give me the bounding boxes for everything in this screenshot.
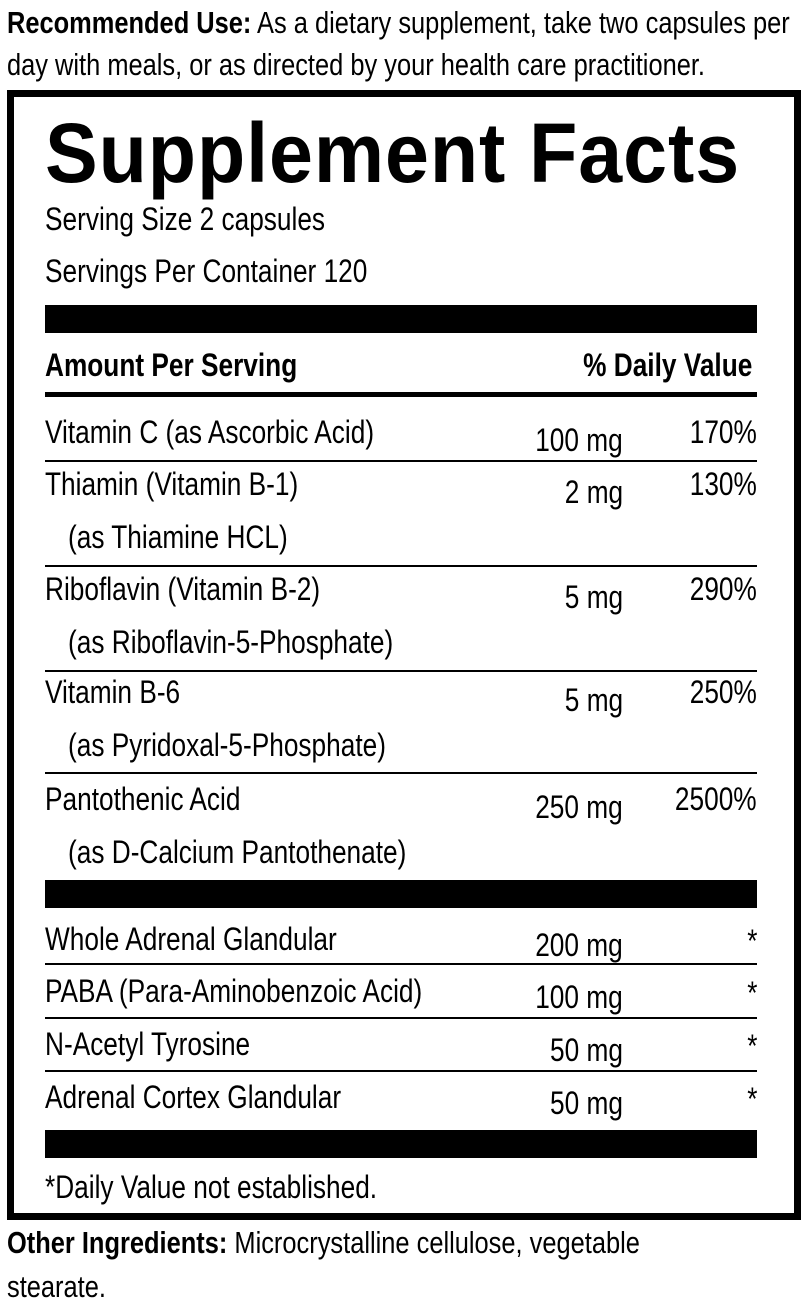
nutrient-daily-value: 2500% xyxy=(675,781,757,817)
row-divider xyxy=(45,1070,757,1072)
nutrient-daily-value: 130% xyxy=(689,466,757,502)
other-ingredients: Other Ingredients: Microcrystalline cell… xyxy=(7,1224,640,1262)
row-divider xyxy=(45,963,757,965)
recommended-use-line2: day with meals, or as directed by your h… xyxy=(7,47,705,82)
nutrient-daily-value: 290% xyxy=(689,571,757,607)
nutrient-name: Vitamin C (as Ascorbic Acid) xyxy=(45,414,375,450)
divider-bar xyxy=(45,305,757,333)
row-divider xyxy=(45,460,757,462)
nutrient-source: (as Pyridoxal-5-Phosphate) xyxy=(68,727,386,763)
other-ingredients-text: Microcrystalline cellulose, vegetable xyxy=(227,1225,640,1260)
recommended-use: Recommended Use: As a dietary supplement… xyxy=(7,4,790,42)
other-ingredients-line2: stearate. xyxy=(7,1269,106,1304)
row-divider xyxy=(45,1017,757,1019)
nutrient-amount: 250 mg xyxy=(535,789,623,825)
ingredient-name: Whole Adrenal Glandular xyxy=(45,921,337,957)
nutrient-source: (as Thiamine HCL) xyxy=(68,519,288,555)
row-divider xyxy=(45,565,757,567)
amount-per-serving-header: Amount Per Serving xyxy=(45,347,298,383)
daily-value-header: % Daily Value xyxy=(582,347,752,383)
nutrient-amount: 5 mg xyxy=(564,579,623,615)
nutrient-daily-value: 250% xyxy=(689,674,757,710)
nutrient-name: Vitamin B-6 xyxy=(45,674,181,710)
nutrient-amount: 5 mg xyxy=(564,682,623,718)
nutrient-amount: 2 mg xyxy=(564,474,623,510)
ingredient-amount: 100 mg xyxy=(535,979,623,1015)
ingredient-daily-value: * xyxy=(746,1028,757,1064)
servings-per-container: Servings Per Container 120 xyxy=(45,253,368,289)
other-ingredients-label: Other Ingredients: xyxy=(7,1225,228,1260)
nutrient-name: Thiamin (Vitamin B-1) xyxy=(45,466,299,502)
serving-size: Serving Size 2 capsules xyxy=(45,201,326,237)
nutrient-name: Riboflavin (Vitamin B-2) xyxy=(45,571,321,607)
divider-bar xyxy=(45,1130,757,1158)
ingredient-amount: 50 mg xyxy=(550,1032,623,1068)
ingredient-daily-value: * xyxy=(746,975,757,1011)
recommended-use-text: As a dietary supplement, take two capsul… xyxy=(251,5,790,40)
nutrient-source: (as D-Calcium Pantothenate) xyxy=(68,834,407,870)
header-divider xyxy=(45,392,757,397)
ingredient-daily-value: * xyxy=(746,923,757,959)
ingredient-daily-value: * xyxy=(746,1081,757,1117)
supplement-facts-panel xyxy=(7,90,801,1220)
panel-title: Supplement Facts xyxy=(45,106,741,200)
nutrient-source: (as Riboflavin-5-Phosphate) xyxy=(68,624,394,660)
divider-bar xyxy=(45,880,757,908)
nutrient-amount: 100 mg xyxy=(535,422,623,458)
recommended-use-label: Recommended Use: xyxy=(7,5,252,40)
footnote: *Daily Value not established. xyxy=(45,1169,378,1205)
ingredient-name: N-Acetyl Tyrosine xyxy=(45,1026,251,1062)
ingredient-name: PABA (Para-Aminobenzoic Acid) xyxy=(45,973,423,1009)
nutrient-daily-value: 170% xyxy=(689,414,757,450)
nutrient-name: Pantothenic Acid xyxy=(45,781,241,817)
ingredient-amount: 200 mg xyxy=(535,927,623,963)
row-divider xyxy=(45,772,757,774)
ingredient-name: Adrenal Cortex Glandular xyxy=(45,1079,342,1115)
ingredient-amount: 50 mg xyxy=(550,1085,623,1121)
row-divider xyxy=(45,670,757,672)
